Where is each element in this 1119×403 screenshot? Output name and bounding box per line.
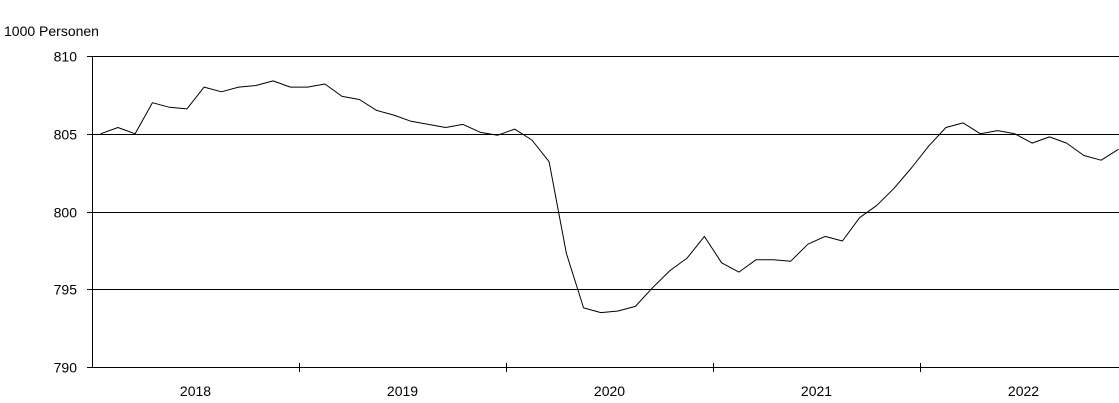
gridlines: [92, 56, 1119, 290]
series-line-0: [100, 80, 1119, 314]
y-tick-label-805: 805: [54, 127, 78, 143]
labels: 790 795 800 805 810 2018 2019 2020 2021 2022: [54, 49, 1040, 400]
y-tick-label-795: 795: [54, 282, 78, 298]
axes: [87, 56, 1119, 372]
x-tick-label-2020: 2020: [594, 383, 625, 399]
series-layer: [100, 80, 1119, 314]
y-tick-label-810: 810: [54, 49, 78, 65]
x-tick-label-2019: 2019: [387, 383, 418, 399]
x-tick-label-2018: 2018: [180, 383, 211, 399]
y-axis-unit-label: 1000 Personen: [4, 23, 99, 39]
x-tick-label-2022: 2022: [1008, 383, 1039, 399]
y-tick-label-790: 790: [54, 360, 78, 376]
y-tick-label-800: 800: [54, 205, 78, 221]
x-tick-label-2021: 2021: [801, 383, 832, 399]
